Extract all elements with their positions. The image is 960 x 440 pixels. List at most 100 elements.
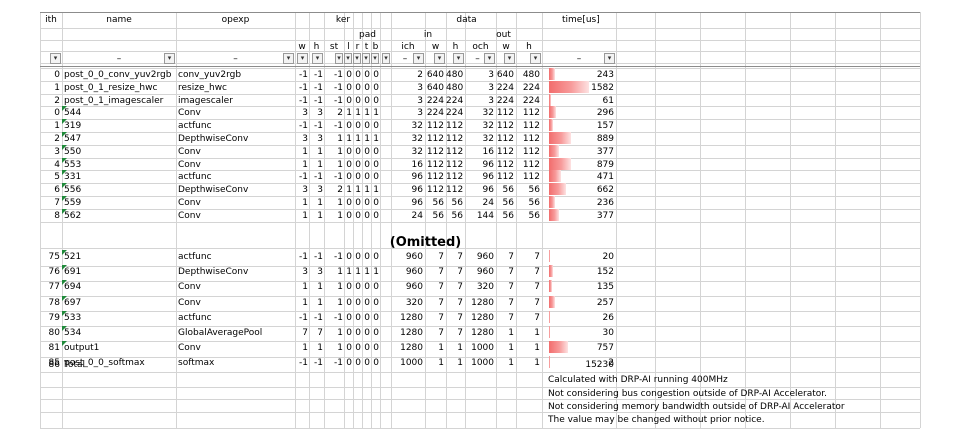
cell-ker-h[interactable]: -1	[314, 95, 323, 106]
cell-ker-st[interactable]: 1	[337, 210, 343, 221]
cell-in-h[interactable]: 112	[446, 146, 464, 157]
cell-pad-l[interactable]: 0	[346, 252, 352, 262]
cell-ker-st[interactable]: -1	[334, 252, 343, 262]
cell-out-h[interactable]: 1	[534, 343, 540, 354]
filter-dropdown-button[interactable]: ▾	[530, 53, 541, 64]
cell-out-och[interactable]: 3	[488, 95, 494, 106]
cell-in-h[interactable]: 1	[457, 358, 463, 369]
cell-time[interactable]: 20	[602, 252, 614, 262]
cell-pad-b[interactable]: 0	[373, 297, 379, 308]
cell-in-h[interactable]: 7	[457, 267, 463, 278]
cell-ker-h[interactable]: 3	[317, 134, 323, 144]
cell-out-och[interactable]: 32	[482, 134, 494, 144]
cell-out-w[interactable]: 112	[496, 121, 514, 132]
cell-out-w[interactable]: 7	[508, 267, 514, 278]
filter-dropdown-button[interactable]: ▾	[164, 53, 175, 64]
cell-out-och[interactable]: 1000	[471, 343, 494, 354]
cell-ith[interactable]: 3	[54, 146, 60, 157]
cell-name[interactable]: 553	[64, 159, 82, 170]
cell-ker-h[interactable]: -1	[314, 82, 323, 93]
cell-name[interactable]: 319	[64, 121, 82, 132]
cell-name[interactable]: 697	[64, 297, 82, 308]
cell-in-w[interactable]: 112	[426, 172, 444, 183]
cell-in-ich[interactable]: 2	[417, 70, 423, 80]
cell-pad-l[interactable]: 0	[346, 82, 352, 93]
cell-opexp[interactable]: resize_hwc	[178, 82, 228, 93]
cell-pad-b[interactable]: 0	[373, 252, 379, 262]
cell-ker-st[interactable]: -1	[334, 121, 343, 132]
cell-opexp[interactable]: conv_yuv2rgb	[178, 70, 242, 80]
cell-ker-h[interactable]: -1	[314, 172, 323, 183]
cell-pad-t[interactable]: 0	[364, 252, 370, 262]
cell-time[interactable]: 243	[596, 70, 614, 80]
cell-pad-b[interactable]: 0	[373, 198, 379, 208]
cell-ker-st[interactable]: -1	[334, 312, 343, 323]
cell-ker-st[interactable]: -1	[334, 172, 343, 183]
cell-ker-h[interactable]: 1	[317, 343, 323, 354]
cell-pad-t[interactable]: 0	[364, 121, 370, 132]
cell-pad-t[interactable]: 0	[364, 210, 370, 221]
cell-in-w[interactable]: 112	[426, 134, 444, 144]
cell-ith[interactable]: 76	[48, 267, 60, 278]
cell-pad-r[interactable]: 0	[355, 146, 361, 157]
cell-ith[interactable]: 7	[54, 198, 60, 208]
cell-ker-st[interactable]: 1	[337, 146, 343, 157]
cell-name[interactable]: 521	[64, 252, 82, 262]
cell-opexp[interactable]: Conv	[178, 198, 201, 208]
cell-opexp[interactable]: DepthwiseConv	[178, 185, 249, 196]
cell-ker-w[interactable]: -1	[299, 95, 308, 106]
cell-ker-st[interactable]: 1	[337, 134, 343, 144]
cell-pad-b[interactable]: 1	[373, 185, 379, 196]
cell-pad-t[interactable]: 0	[364, 198, 370, 208]
cell-out-h[interactable]: 7	[534, 312, 540, 323]
cell-time[interactable]: 1582	[591, 82, 614, 93]
cell-name[interactable]: 533	[64, 312, 82, 323]
cell-pad-t[interactable]: 0	[364, 172, 370, 183]
cell-pad-r[interactable]: 0	[355, 95, 361, 106]
cell-pad-l[interactable]: 1	[346, 267, 352, 278]
cell-ker-w[interactable]: 3	[302, 108, 308, 119]
cell-pad-t[interactable]: 0	[364, 159, 370, 170]
cell-pad-b[interactable]: 0	[373, 358, 379, 369]
cell-pad-r[interactable]: 0	[355, 297, 361, 308]
cell-pad-l[interactable]: 0	[346, 159, 352, 170]
cell-out-h[interactable]: 56	[528, 210, 540, 221]
cell-out-och[interactable]: 32	[482, 108, 494, 119]
cell-in-w[interactable]: 112	[426, 185, 444, 196]
cell-ker-h[interactable]: -1	[314, 312, 323, 323]
cell-pad-l[interactable]: 0	[346, 146, 352, 157]
cell-ith[interactable]: 0	[54, 108, 60, 119]
cell-out-och[interactable]: 3	[488, 82, 494, 93]
cell-pad-r[interactable]: 0	[355, 172, 361, 183]
cell-ker-h[interactable]: 1	[317, 198, 323, 208]
cell-pad-l[interactable]: 0	[346, 210, 352, 221]
cell-name[interactable]: 331	[64, 172, 82, 183]
cell-out-och[interactable]: 16	[482, 146, 494, 157]
cell-name[interactable]: 544	[64, 108, 82, 119]
cell-in-h[interactable]: 7	[457, 312, 463, 323]
cell-out-h[interactable]: 112	[522, 146, 540, 157]
cell-ker-h[interactable]: -1	[314, 252, 323, 262]
cell-out-och[interactable]: 960	[476, 267, 494, 278]
cell-pad-l[interactable]: 1	[346, 108, 352, 119]
cell-time[interactable]: 757	[596, 343, 614, 354]
cell-ith[interactable]: 78	[48, 297, 60, 308]
cell-ker-w[interactable]: 1	[302, 343, 308, 354]
cell-out-h[interactable]: 480	[522, 70, 540, 80]
cell-ker-w[interactable]: 3	[302, 134, 308, 144]
cell-ith[interactable]: 2	[54, 134, 60, 144]
filter-dropdown-button[interactable]: ▾	[453, 53, 464, 64]
filter-dropdown-button[interactable]: ▾	[344, 53, 352, 64]
cell-in-ich[interactable]: 96	[411, 198, 423, 208]
cell-out-och[interactable]: 320	[476, 282, 494, 293]
cell-pad-l[interactable]: 0	[346, 282, 352, 293]
cell-ker-w[interactable]: 1	[302, 146, 308, 157]
cell-pad-t[interactable]: 1	[364, 267, 370, 278]
cell-in-ich[interactable]: 96	[411, 185, 423, 196]
cell-in-w[interactable]: 1	[438, 358, 444, 369]
cell-ker-w[interactable]: 1	[302, 198, 308, 208]
filter-dropdown-button[interactable]: ▾	[371, 53, 379, 64]
cell-ker-st[interactable]: 1	[337, 282, 343, 293]
cell-in-w[interactable]: 7	[438, 267, 444, 278]
cell-out-och[interactable]: 96	[482, 172, 494, 183]
